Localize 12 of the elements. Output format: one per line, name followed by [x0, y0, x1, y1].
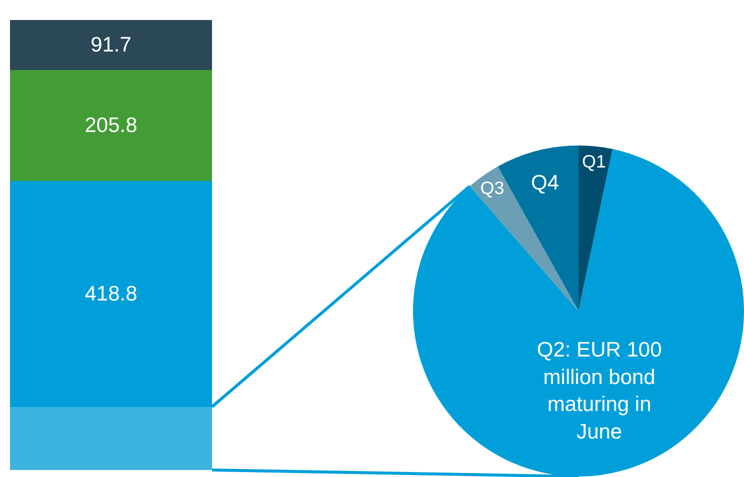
pie-slice — [470, 166, 578, 311]
data-label: 91.7 — [90, 34, 132, 56]
slice-label: Q2: EUR 100 million bond maturing in June — [536, 338, 662, 444]
slice-label: Q4 — [531, 172, 560, 195]
slice-label: Q1 — [582, 151, 606, 172]
pie-slice — [578, 146, 613, 311]
bar — [10, 70, 212, 181]
slice-label: Q3 — [480, 178, 504, 198]
bar — [10, 407, 212, 470]
data-label: 205.8 — [84, 114, 138, 137]
data-label: 418.8 — [84, 282, 138, 306]
bar — [10, 20, 212, 70]
